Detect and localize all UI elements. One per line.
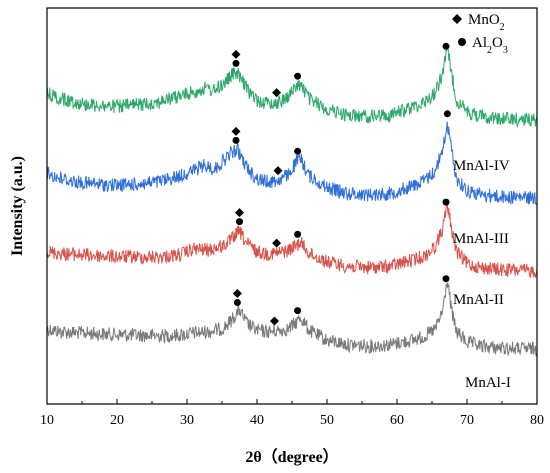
peak-marker-diamond-icon bbox=[231, 126, 241, 136]
peak-marker-diamond-icon bbox=[235, 208, 244, 218]
series-line-mnal-ii bbox=[46, 201, 538, 278]
x-tick-label: 20 bbox=[110, 413, 124, 428]
series-line-mnal-iv bbox=[46, 45, 538, 128]
series-label-mnal-iii: MnAl-III bbox=[453, 231, 509, 247]
plot-frame bbox=[46, 7, 538, 405]
peak-marker-circle-icon bbox=[443, 110, 451, 118]
y-axis-label: Intensity (a.u.) bbox=[9, 156, 26, 256]
peak-marker-diamond-icon bbox=[232, 289, 242, 299]
peak-marker-diamond-icon bbox=[272, 88, 282, 98]
tick-layer: 10 20 30 40 50 60 70 80 bbox=[40, 399, 544, 428]
x-tick-label: 30 bbox=[180, 413, 194, 428]
series-line-mnal-iii bbox=[46, 121, 538, 206]
peak-marker-circle-icon bbox=[442, 42, 450, 50]
peak-marker-circle-icon bbox=[232, 136, 240, 144]
peak-marker-circle-icon bbox=[294, 230, 302, 238]
peak-marker-circle-icon bbox=[442, 275, 450, 283]
peak-marker-circle-icon bbox=[232, 59, 240, 67]
legend-al2o3: Al2O3 bbox=[472, 35, 508, 56]
x-axis-label: 2θ（degree） bbox=[245, 448, 338, 466]
x-tick-label: 70 bbox=[460, 413, 474, 428]
series-label-mnal-i: MnAl-I bbox=[465, 375, 511, 391]
legend-circle-icon bbox=[458, 38, 466, 46]
peak-marker-diamond-icon bbox=[270, 316, 279, 326]
peak-marker-diamond-icon bbox=[231, 49, 241, 59]
x-tick-label: 10 bbox=[40, 413, 54, 428]
x-tick-label: 80 bbox=[530, 413, 544, 428]
x-tick-label: 50 bbox=[320, 413, 334, 428]
peak-marker-circle-icon bbox=[233, 299, 241, 306]
legend-diamond-icon bbox=[452, 14, 462, 24]
series-line-mnal-i bbox=[46, 282, 538, 357]
peak-marker-diamond-icon bbox=[272, 238, 282, 248]
legend: MnO2 Al2O3 bbox=[452, 12, 508, 56]
peak-marker-circle-icon bbox=[294, 307, 302, 315]
peak-marker-circle-icon bbox=[236, 218, 243, 226]
x-tick-label: 40 bbox=[250, 413, 264, 428]
x-tick-label: 60 bbox=[390, 413, 404, 428]
series-label-mnal-ii: MnAl-II bbox=[453, 292, 504, 308]
peak-marker-circle-icon bbox=[442, 198, 450, 206]
peak-marker-circle-icon bbox=[294, 72, 302, 80]
legend-mno2: MnO2 bbox=[468, 12, 505, 33]
series-label-mnal-iv: MnAl-IV bbox=[453, 158, 510, 174]
marker-layer bbox=[231, 42, 451, 326]
series-layer bbox=[46, 45, 538, 357]
peak-marker-diamond-icon bbox=[273, 166, 283, 176]
peak-marker-circle-icon bbox=[294, 147, 302, 155]
